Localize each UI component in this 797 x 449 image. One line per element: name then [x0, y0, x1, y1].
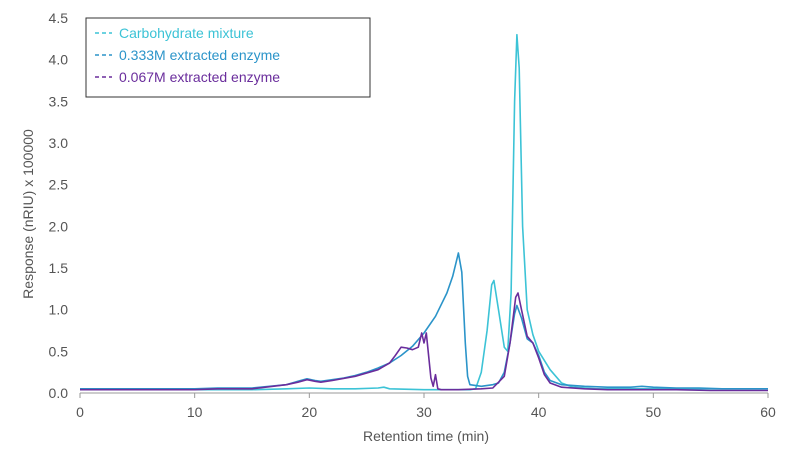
y-tick-label: 3.5: [49, 93, 69, 109]
x-tick-label: 20: [302, 404, 318, 420]
x-tick-label: 40: [531, 404, 547, 420]
x-ticks: 0 10 20 30 40 50 60: [76, 393, 776, 420]
legend-label: 0.067M extracted enzyme: [119, 69, 280, 85]
series-layer: [80, 33, 768, 392]
x-tick-label: 30: [416, 404, 432, 420]
legend-label: 0.333M extracted enzyme: [119, 47, 280, 63]
y-ticks: 0.0 0.5 1.0 1.5 2.0 2.5 3.0 3.5 4.0 4.5: [49, 10, 69, 401]
y-tick-label: 1.5: [49, 260, 69, 276]
x-axis-title: Retention time (min): [363, 428, 489, 444]
y-tick-label: 1.0: [49, 302, 69, 318]
x-tick-label: 10: [187, 404, 203, 420]
legend-items: Carbohydrate mixture 0.333M extracted enz…: [95, 25, 280, 85]
y-tick-label: 0.0: [49, 385, 69, 401]
y-tick-label: 3.0: [49, 135, 69, 151]
legend-label: Carbohydrate mixture: [119, 25, 254, 41]
y-axis-title: Response (nRIU) x 100000: [20, 129, 36, 299]
y-tick-label: 0.5: [49, 343, 69, 359]
y-tick-label: 4.5: [49, 10, 69, 26]
legend: Carbohydrate mixture 0.333M extracted enz…: [85, 17, 371, 98]
x-tick-label: 0: [76, 404, 84, 420]
y-tick-label: 2.0: [49, 218, 69, 234]
x-tick-label: 50: [646, 404, 662, 420]
series-line-0067m-enzyme: [80, 292, 768, 392]
legend-box: [85, 17, 371, 98]
series-line-0333m-enzyme: [80, 252, 768, 390]
series-line-carbohydrate-mixture: [80, 33, 768, 391]
y-tick-label: 4.0: [49, 52, 69, 68]
x-tick-label: 60: [760, 404, 776, 420]
y-tick-label: 2.5: [49, 177, 69, 193]
